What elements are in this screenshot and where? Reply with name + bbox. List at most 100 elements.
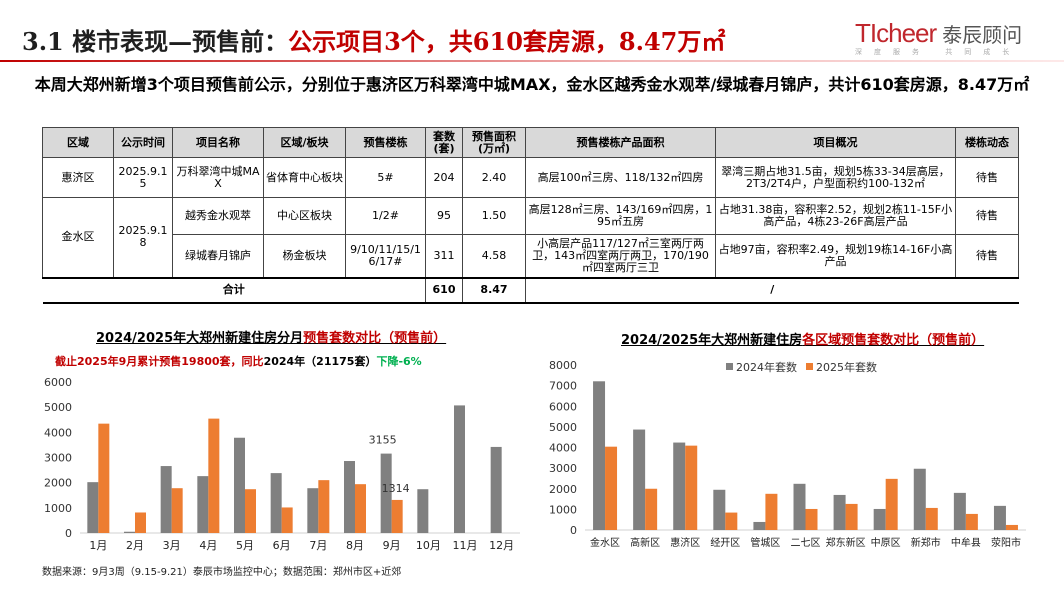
x-tick-label: 高新区: [630, 536, 660, 549]
cell-buildings: 9/10/11/15/16/17#: [345, 234, 426, 278]
bar-2024年套数-二七区: [793, 483, 806, 530]
cell-block: 杨金板块: [263, 234, 346, 278]
cell-product: 小高层产品117/127㎡三室两厅两卫，143㎡四室两厅两卫，170/190㎡四…: [525, 234, 716, 278]
y-tick-label: 7000: [549, 380, 577, 393]
logo-en: TIcheer: [855, 18, 937, 48]
y-tick-label: 2000: [549, 483, 577, 496]
header-cell: 预售楼栋: [345, 127, 426, 158]
table-header: 区域 公示时间 项目名称 区域/板块 预售楼栋 套数(套) 预售面积(万㎡) 预售楼栋产品面积…: [42, 127, 1019, 158]
bar-2024年套数-中原区: [873, 508, 886, 530]
x-tick-label: 荥阳市: [991, 536, 1021, 549]
data-source-note: 数据来源：9月3周（9.15-9.21）泰辰市场监控中心；数据范围：郑州市区+近…: [42, 567, 402, 578]
total-label: 合计: [42, 276, 426, 304]
cell-units: 95: [425, 197, 463, 235]
cell-date: 2025.9.18: [113, 197, 173, 278]
bar-2024年套数-高新区: [633, 429, 646, 530]
subtitle-part-green: 下降-6%: [376, 355, 422, 368]
bar-2024-1月: [87, 482, 99, 533]
bar-2025-4月: [208, 418, 220, 533]
bar-2025年套数-惠济区: [685, 445, 698, 530]
x-tick-label: 中牟县: [951, 536, 981, 549]
bar-2024年套数-管城区: [753, 521, 766, 530]
bar-2024年套数-经开区: [713, 489, 726, 530]
logo-tagline: 深度服务 共同成长: [855, 48, 1022, 56]
bar-2024-4月: [197, 476, 209, 533]
legend-label: 2024年套数: [736, 360, 797, 374]
summary-text: 本周大郑州新增3个项目预售前公示，分别位于惠济区万科翠湾中城MAX，金水区越秀金…: [34, 75, 1030, 94]
bar-2025年套数-荥阳市: [1005, 524, 1018, 530]
bar-2024-8月: [344, 461, 355, 533]
y-tick-label: 4000: [44, 426, 72, 439]
x-tick-label: 中原区: [871, 536, 901, 549]
district-chart-title: 2024/2025年大郑州新建住房各区域预售套数对比（预售前）: [621, 329, 984, 348]
monthly-chart-title: 2024/2025年大郑州新建住房分月预售套数对比（预售前）: [96, 327, 446, 346]
cell-name: 越秀金水观萃: [172, 197, 264, 235]
cell-units: 204: [425, 157, 463, 198]
bar-2025-3月: [171, 488, 183, 533]
header-cell: 预售面积(万㎡): [462, 127, 526, 158]
header-divider: [0, 60, 1064, 62]
x-tick-label: 二七区: [791, 537, 821, 549]
x-tick-label: 金水区: [590, 536, 620, 549]
y-tick-label: 6000: [44, 376, 72, 389]
title-part-red: 各区域预售套数对比（预售前）: [802, 333, 985, 348]
legend-swatch: [726, 363, 733, 370]
y-tick-label: 0: [570, 524, 577, 537]
x-tick-label: 7月: [309, 539, 327, 552]
title-prefix: 3.1 楼市表现—预售前：: [22, 27, 289, 56]
x-tick-label: 经开区: [710, 536, 740, 549]
x-tick-label: 1月: [89, 539, 107, 552]
bar-2024-10月: [417, 489, 429, 533]
y-tick-label: 2000: [44, 477, 72, 490]
x-tick-label: 2月: [126, 539, 144, 552]
cell-status: 待售: [955, 157, 1019, 198]
x-tick-label: 3月: [163, 539, 181, 552]
x-tick-label: 11月: [453, 539, 478, 552]
y-tick-label: 6000: [549, 400, 577, 413]
cell-overview: 翠湾三期占地31.5亩，规划5栋33-34层高层，2T3/2T4户，户型面积约1…: [715, 157, 956, 198]
cell-block: 省体育中心板块: [263, 157, 346, 198]
monthly-chart-subtitle: 截止2025年9月累计预售19800套，同比2024年（21175套）下降-6%: [55, 353, 422, 369]
bar-2025年套数-郑东新区: [845, 503, 858, 530]
bar-2024年套数-金水区: [593, 381, 606, 530]
x-tick-label: 8月: [346, 539, 364, 552]
subtitle-part: 累计预售19800套，同比: [137, 355, 264, 368]
y-tick-label: 5000: [44, 401, 72, 414]
bar-2024-12月: [490, 446, 502, 533]
header-cell: 项目概况: [715, 127, 956, 158]
legend-swatch: [806, 363, 813, 370]
x-tick-label: 9月: [383, 539, 401, 552]
bar-2025-8月: [355, 484, 366, 533]
title-part-red: 预售套数对比（预售前）: [303, 331, 447, 346]
x-tick-label: 管城区: [750, 536, 780, 549]
bar-2025-5月: [245, 489, 256, 533]
x-tick-label: 5月: [236, 539, 254, 552]
bar-2024-5月: [234, 437, 245, 533]
cell-overview: 占地97亩，容积率2.49，规划19栋14-16F小高产品: [715, 234, 956, 278]
subtitle-part: 截止2025年9月: [55, 355, 138, 368]
bar-2024-11月: [454, 405, 465, 533]
y-tick-label: 8000: [549, 359, 577, 372]
header-cell: 楼栋动态: [955, 127, 1019, 158]
title-part: 2024/2025年大郑州新建住房分月: [96, 331, 304, 346]
header-cell: 套数(套): [425, 127, 463, 158]
x-tick-label: 新郑市: [911, 536, 941, 549]
subtitle-part: 2024年（21175套）: [263, 355, 377, 368]
bar-2025-1月: [98, 423, 110, 533]
x-tick-label: 10月: [416, 539, 441, 552]
bar-2024年套数-新郑市: [913, 468, 926, 530]
cell-product: 高层100㎡三房、118/132㎡四房: [525, 157, 716, 198]
bar-2024年套数-荥阳市: [993, 505, 1006, 530]
presale-table: 区域 公示时间 项目名称 区域/板块 预售楼栋 套数(套) 预售面积(万㎡) 预售楼栋产品面积…: [42, 127, 1019, 304]
y-tick-label: 3000: [549, 462, 577, 475]
bar-2024-7月: [307, 488, 319, 533]
table-row: 绿城春月锦庐 杨金板块 9/10/11/15/16/17# 311 4.58 小高层产品1…: [43, 234, 1019, 278]
bar-2024-9月: [380, 453, 392, 533]
data-label: 3155: [369, 434, 397, 447]
total-rest: /: [525, 276, 1019, 304]
bar-2024年套数-郑东新区: [833, 494, 846, 530]
x-tick-label: 4月: [199, 539, 217, 552]
cell-block: 中心区板块: [263, 197, 346, 235]
y-tick-label: 1000: [44, 502, 72, 515]
bar-2024-2月: [124, 531, 135, 533]
